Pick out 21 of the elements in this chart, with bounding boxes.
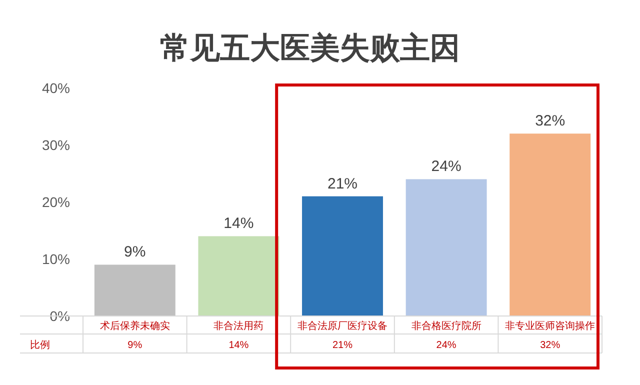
text: 24% bbox=[431, 158, 462, 176]
text: 32% bbox=[535, 112, 566, 130]
text: 比例 bbox=[30, 339, 50, 351]
x-tick-label: 术后保养未确实 bbox=[100, 320, 170, 332]
x-tick-label: 非合法原厂医疗设备 bbox=[298, 320, 388, 332]
text: 9% bbox=[124, 244, 146, 261]
y-tick-label: 30% bbox=[42, 137, 70, 153]
text: 14% bbox=[224, 215, 254, 232]
data-label: 14% bbox=[228, 340, 249, 351]
y-tick-label: 40% bbox=[42, 80, 70, 96]
x-tick-label: 非专业医师咨询操作 bbox=[505, 320, 596, 332]
data-label: 9% bbox=[128, 340, 142, 351]
chart-title: 常见五大医美失败主因 bbox=[160, 31, 460, 65]
y-tick-label: 20% bbox=[42, 194, 70, 210]
x-tick-label: 非合格医疗院所 bbox=[411, 320, 482, 332]
data-label: 24% bbox=[436, 340, 456, 351]
y-tick-label: 10% bbox=[42, 251, 70, 267]
data-label: 32% bbox=[540, 340, 560, 351]
x-tick-label: 非合法用药 bbox=[214, 320, 264, 332]
text: 21% bbox=[327, 175, 358, 192]
data-label: 21% bbox=[332, 340, 353, 351]
